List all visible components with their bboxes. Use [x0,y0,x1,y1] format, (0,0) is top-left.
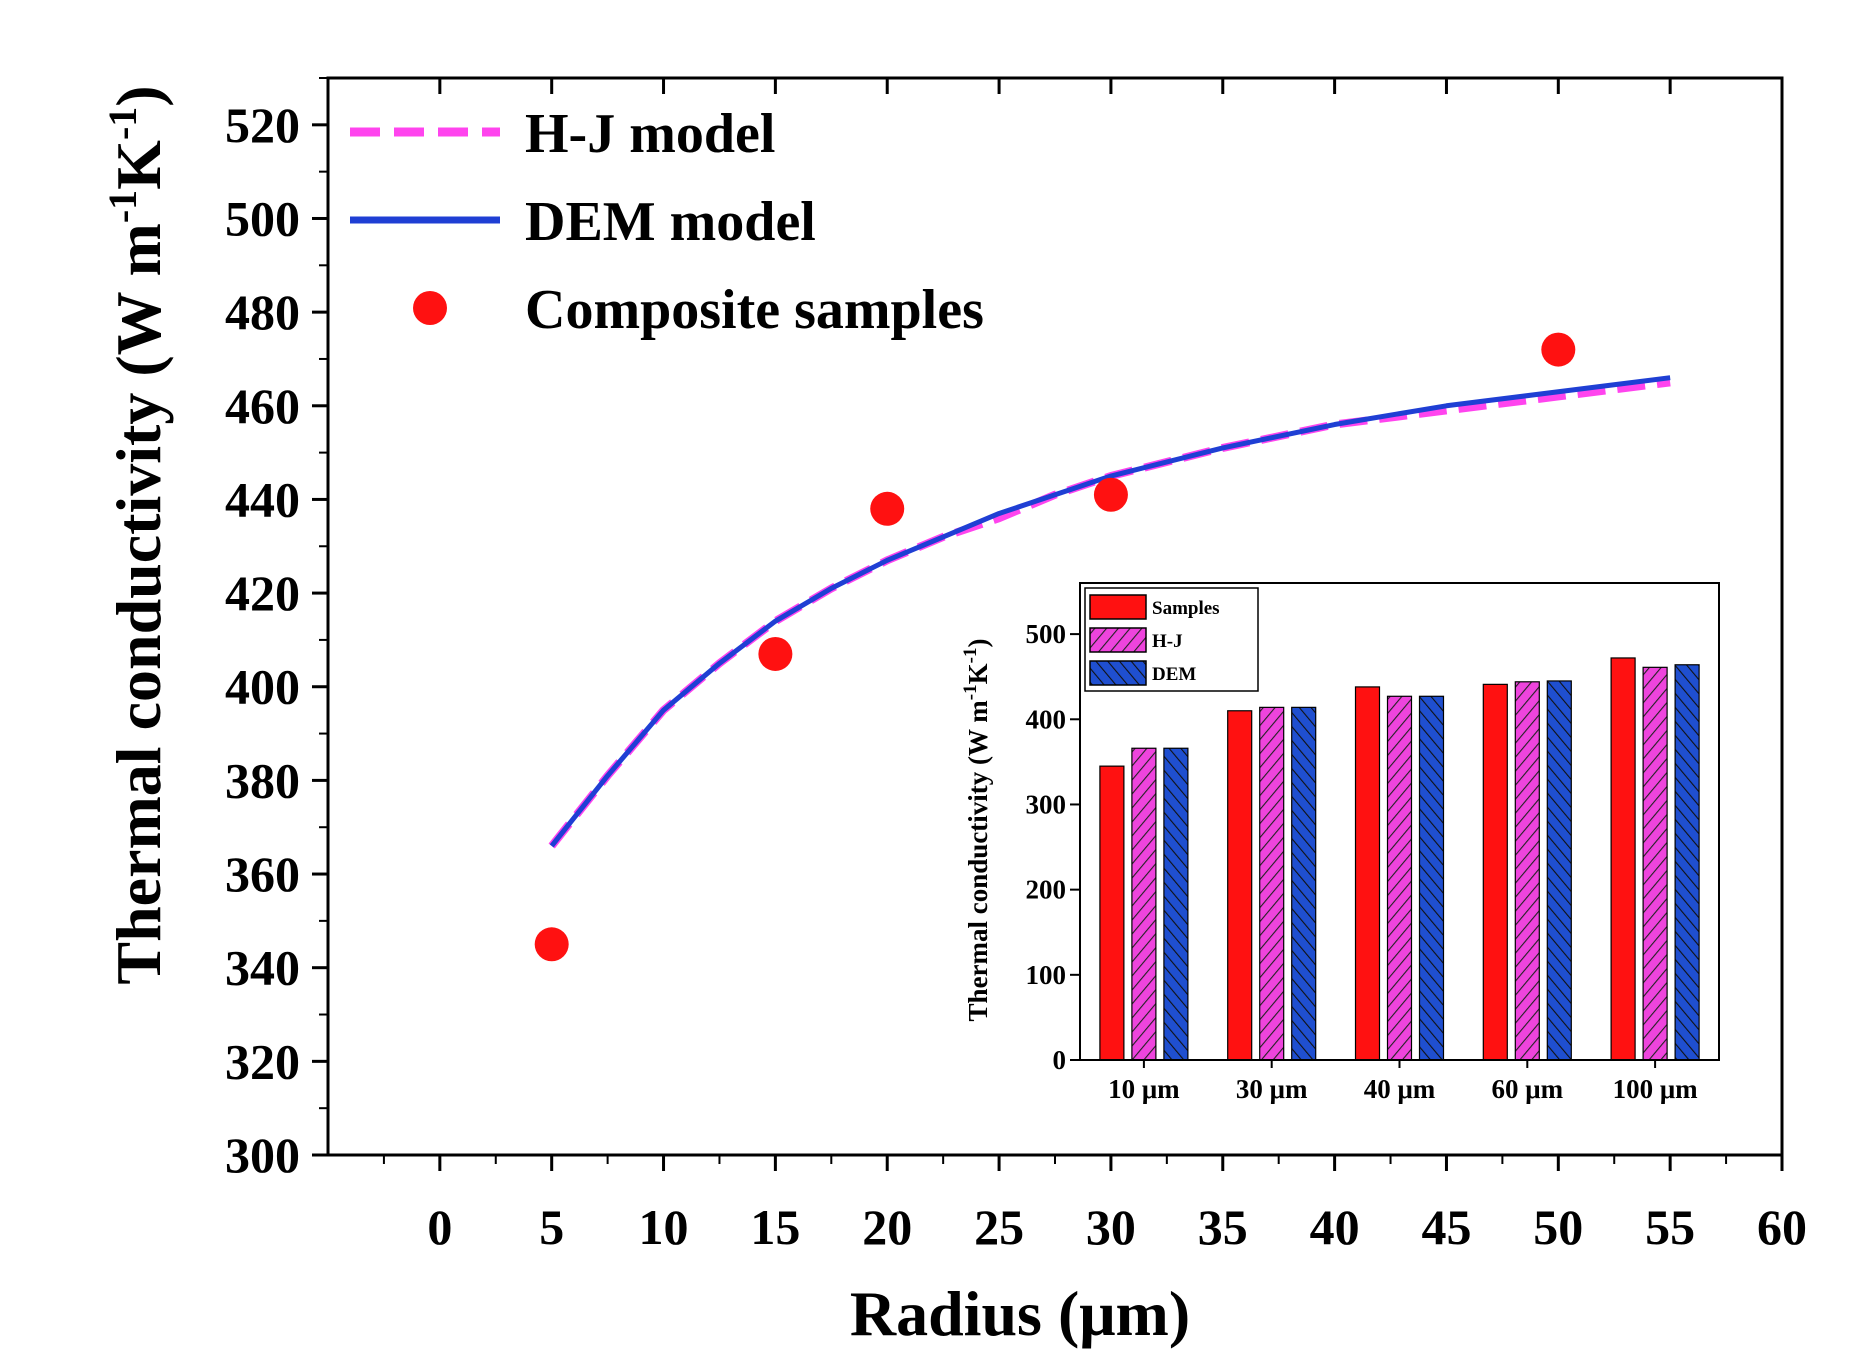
samples-bar [1482,683,1508,1061]
inset-y-axis-label-sup2: -1 [960,648,981,664]
main-y-axis-label: Thermal conductivity (W m-1K-1) [100,85,174,984]
inset-bars [1099,657,1700,1061]
main-y-tick-label: 400 [225,659,300,715]
main-y-tick-label: 360 [225,846,300,902]
main-x-tick-label: 10 [639,1199,689,1255]
sample-point [1541,332,1576,367]
main-x-tick-label: 0 [427,1199,452,1255]
sample-point [758,636,793,671]
inset-y-axis-label-sup1: -1 [960,684,981,700]
samples-bar [1354,686,1381,1061]
main-y-tick-label: 520 [225,97,300,153]
main-x-tick-label: 5 [539,1199,564,1255]
main-y-tick-label: 460 [225,378,300,434]
main-x-tick-label: 50 [1533,1199,1583,1255]
main-y-axis-label-end: ) [103,85,174,106]
sample-point [1093,477,1128,512]
sample-point [870,491,905,526]
inset-y-axis-label-unit: K [963,663,993,684]
inset-y-tick-label: 100 [1026,960,1067,990]
main-y-tick-label: 380 [225,752,300,808]
main-y-tick-label: 320 [225,1033,300,1089]
inset-legend-label-hj: H-J [1152,631,1183,652]
main-y-axis-label-sup2: -1 [100,107,145,140]
samples-bar [1227,710,1253,1061]
inset-y-tick-label: 300 [1026,789,1067,819]
inset-x-tick-label: 100 μm [1613,1074,1699,1104]
inset-x-tick-label: 30 μm [1236,1074,1308,1104]
inset-y-tick-label: 200 [1026,875,1067,905]
inset-legend: Samples H-J DEM [1084,587,1259,692]
inset-y-axis: 0 100 200 300 400 500 [1026,619,1080,1075]
main-legend: H-J model DEM model Composite samples [350,103,984,341]
dem-model-line [549,375,1671,848]
main-y-axis: 300 320 340 360 380 400 420 440 460 480 500 520 [225,77,328,1183]
inset-x-tick-label: 60 μm [1492,1074,1564,1104]
legend-marker-samples [413,291,447,325]
main-y-tick-label: 500 [225,190,300,246]
inset-legend-label-samples: Samples [1152,598,1220,619]
main-x-axis-label: Radius (μm) [850,1278,1190,1349]
samples-bar [1099,765,1125,1061]
inset-legend-swatch-hj [1089,627,1147,653]
inset-y-tick-label: 0 [1053,1045,1067,1075]
dem-bar [1546,680,1572,1061]
inset-x-tick-label: 10 μm [1108,1074,1180,1104]
main-series [534,332,1671,962]
main-y-tick-label: 440 [225,471,300,527]
main-x-tick-label: 30 [1086,1199,1136,1255]
legend-label-hj: H-J model [525,103,775,165]
dem-bar [1674,664,1700,1061]
dem-bar [1418,695,1445,1061]
main-x-tick-label: 60 [1757,1199,1807,1255]
hj-bar [1386,695,1413,1061]
main-y-axis-label-unit: K [103,140,174,190]
main-y-tick-label: 300 [225,1127,300,1183]
inset-y-axis-label: Thermal conductivity (W m-1K-1) [960,639,993,1022]
inset-y-axis-label-end: ) [963,639,993,648]
inset-x-tick-label: 40 μm [1364,1074,1436,1104]
inset-y-tick-label: 500 [1026,619,1067,649]
main-y-axis-label-sup1: -1 [100,190,145,223]
main-chart: 0 5 10 15 20 25 30 35 40 45 50 55 60 300 320 340 360 380… [100,76,1807,1349]
main-x-tick-label: 15 [750,1199,800,1255]
main-y-tick-label: 480 [225,284,300,340]
dem-bar [1291,706,1317,1061]
legend-label-samples: Composite samples [525,279,984,341]
main-x-tick-label: 20 [862,1199,912,1255]
hj-bar [1259,706,1285,1061]
main-x-tick-label: 40 [1310,1199,1360,1255]
main-x-tick-label: 25 [974,1199,1024,1255]
inset-x-axis: 10 μm 30 μm 40 μm 60 μm 100 μm [1108,1060,1698,1104]
main-x-tick-label: 35 [1198,1199,1248,1255]
main-y-axis-label-main: Thermal conductivity (W m [103,223,174,984]
inset-legend-label-dem: DEM [1152,664,1196,685]
inset-legend-swatch-samples [1089,594,1147,620]
hj-bar [1642,666,1668,1061]
main-x-axis: 0 5 10 15 20 25 30 35 40 45 50 55 60 [382,78,1807,1255]
inset-y-tick-label: 400 [1026,704,1067,734]
inset-y-axis-label-main: Thermal conductivity (W m [963,700,993,1022]
sample-point [534,927,569,962]
main-x-tick-label: 55 [1645,1199,1695,1255]
legend-label-dem: DEM model [525,191,816,253]
main-x-tick-label: 45 [1421,1199,1471,1255]
samples-bar [1610,657,1636,1061]
dem-bar [1163,747,1189,1061]
main-y-tick-label: 340 [225,940,300,996]
inset-legend-swatch-dem [1089,660,1147,686]
main-y-tick-label: 420 [225,565,300,621]
inset-chart: 0 100 200 300 400 500 10 μm 30 μm 40 μm 60 μm 100… [960,582,1720,1104]
hj-bar [1131,747,1157,1061]
hj-bar [1514,681,1540,1061]
